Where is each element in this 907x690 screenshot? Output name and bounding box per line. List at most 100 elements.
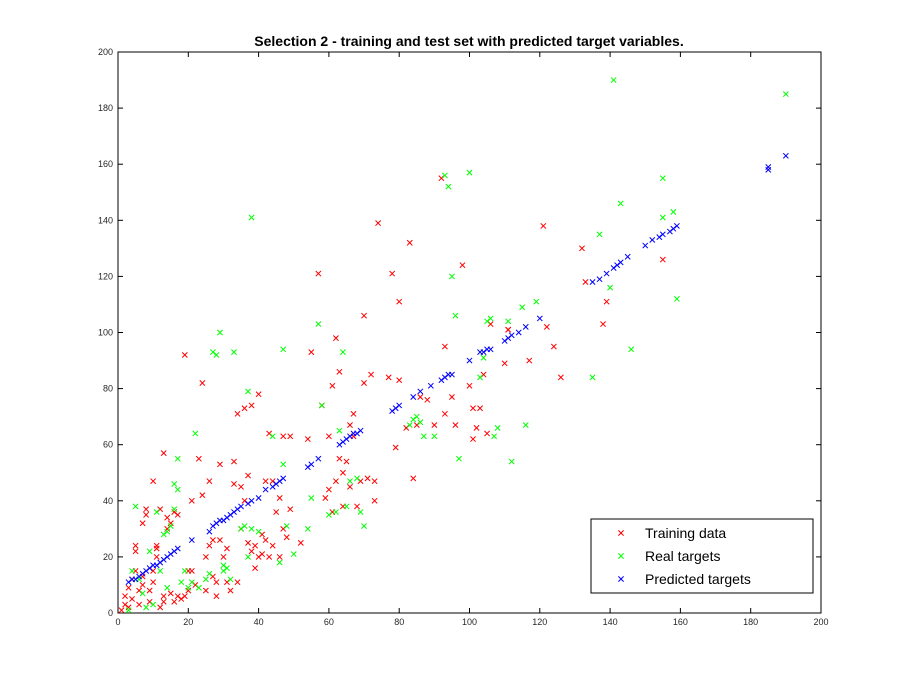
point-real-targets xyxy=(673,295,680,302)
point-real-targets xyxy=(533,298,540,305)
point-training-data xyxy=(192,581,199,588)
point-real-targets xyxy=(445,183,452,190)
point-training-data xyxy=(143,506,150,513)
point-training-data xyxy=(234,410,241,417)
point-real-targets xyxy=(174,455,181,462)
legend-marker xyxy=(618,553,624,559)
point-real-targets xyxy=(139,590,146,597)
y-tick-label: 120 xyxy=(98,271,113,281)
point-training-data xyxy=(195,455,202,462)
point-predicted-targets xyxy=(354,430,360,437)
point-real-targets xyxy=(248,525,255,532)
point-training-data xyxy=(241,497,248,504)
point-predicted-targets xyxy=(238,503,244,510)
point-predicted-targets xyxy=(666,228,673,235)
point-training-data xyxy=(543,323,550,330)
point-real-targets xyxy=(505,318,512,325)
point-training-data xyxy=(297,539,304,546)
point-training-data xyxy=(139,520,146,527)
point-training-data xyxy=(248,548,255,555)
point-real-targets xyxy=(245,553,252,560)
point-predicted-targets xyxy=(164,553,171,560)
series-real-targets xyxy=(125,77,789,614)
point-predicted-targets xyxy=(480,349,487,356)
point-predicted-targets xyxy=(213,520,220,527)
point-real-targets xyxy=(336,427,343,434)
point-real-targets xyxy=(143,604,150,611)
point-training-data xyxy=(262,478,269,485)
point-training-data xyxy=(659,256,666,263)
point-real-targets xyxy=(491,433,498,440)
point-training-data xyxy=(350,410,357,417)
point-predicted-targets xyxy=(649,236,656,243)
point-real-targets xyxy=(280,461,287,468)
chart-title: Selection 2 - training and test set with… xyxy=(254,33,683,49)
point-training-data xyxy=(252,542,259,549)
point-training-data xyxy=(280,433,287,440)
point-training-data xyxy=(153,553,160,560)
point-training-data xyxy=(209,537,216,544)
point-training-data xyxy=(417,394,424,400)
point-training-data xyxy=(255,553,262,560)
point-training-data xyxy=(167,590,174,597)
point-training-data xyxy=(122,593,128,600)
point-training-data xyxy=(164,514,171,521)
x-tick-label: 160 xyxy=(673,617,688,627)
point-real-targets xyxy=(610,77,617,84)
point-predicted-targets xyxy=(343,436,350,443)
point-training-data xyxy=(424,396,431,403)
legend-item-real-targets: Real targets xyxy=(618,548,720,564)
point-training-data xyxy=(375,220,382,227)
point-real-targets xyxy=(195,584,202,591)
point-predicted-targets xyxy=(280,475,287,482)
point-training-data xyxy=(550,343,557,350)
point-training-data xyxy=(231,458,237,465)
point-real-targets xyxy=(508,458,515,465)
point-predicted-targets xyxy=(224,514,230,521)
point-training-data xyxy=(332,335,339,342)
x-tick-label: 100 xyxy=(462,617,477,627)
point-real-targets xyxy=(206,570,213,577)
point-training-data xyxy=(188,497,195,504)
point-training-data xyxy=(224,579,230,586)
point-predicted-targets xyxy=(227,511,234,518)
point-predicted-targets xyxy=(673,222,680,229)
point-training-data xyxy=(470,436,476,443)
y-tick-label: 20 xyxy=(103,552,113,562)
legend-item-predicted-targets: Predicted targets xyxy=(618,571,751,587)
point-predicted-targets xyxy=(603,270,610,277)
point-real-targets xyxy=(220,562,227,569)
point-training-data xyxy=(276,553,283,560)
point-training-data xyxy=(231,481,237,487)
point-predicted-targets xyxy=(392,405,399,412)
point-training-data xyxy=(329,382,336,389)
point-real-targets xyxy=(325,511,332,518)
point-training-data xyxy=(389,270,396,277)
point-training-data xyxy=(487,321,494,328)
point-training-data xyxy=(582,279,589,285)
y-axis: 0 20 40 60 80 100 120 140 160 180 200 xyxy=(98,47,821,618)
point-real-targets xyxy=(332,509,339,515)
point-training-data xyxy=(361,312,368,319)
point-training-data xyxy=(392,444,399,451)
point-training-data xyxy=(227,587,234,594)
point-predicted-targets xyxy=(487,346,494,353)
point-training-data xyxy=(150,567,157,574)
point-training-data xyxy=(361,380,368,386)
point-real-targets xyxy=(146,548,153,555)
point-real-targets xyxy=(494,424,501,431)
point-training-data xyxy=(157,506,164,513)
point-predicted-targets xyxy=(248,497,255,504)
point-training-data xyxy=(459,262,466,269)
point-training-data xyxy=(178,596,185,602)
point-training-data xyxy=(136,601,143,608)
point-training-data xyxy=(273,509,280,515)
point-predicted-targets xyxy=(448,371,455,378)
legend-box xyxy=(590,518,814,594)
point-predicted-targets xyxy=(255,495,262,501)
point-predicted-targets xyxy=(427,382,434,389)
point-training-data xyxy=(118,607,125,614)
point-training-data xyxy=(125,584,132,591)
point-real-targets xyxy=(782,91,789,98)
